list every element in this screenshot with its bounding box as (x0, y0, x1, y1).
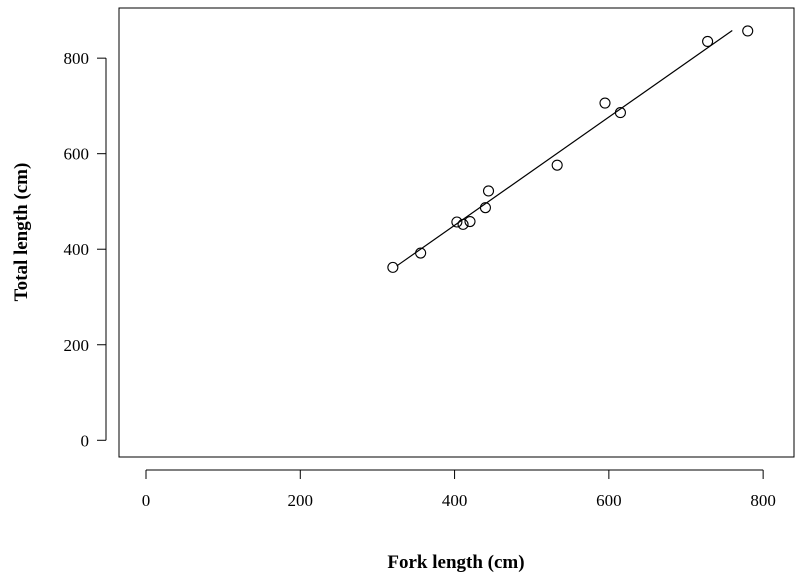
plot-frame (118, 7, 795, 458)
y-axis-title: Total length (cm) (11, 163, 32, 302)
data-point (551, 159, 563, 171)
data-points (387, 25, 754, 273)
x-tick-label: 400 (442, 491, 468, 510)
data-point (464, 215, 476, 228)
fit-line-group (396, 29, 733, 267)
y-tick-label: 800 (64, 49, 90, 68)
y-tick-label: 600 (64, 145, 90, 164)
data-point (482, 185, 495, 197)
data-point (451, 216, 463, 228)
data-point (479, 202, 491, 214)
y-tick-label: 400 (64, 240, 90, 259)
data-point (614, 107, 626, 119)
y-tick-label: 0 (81, 431, 90, 450)
x-axis: 0 200 400 600 800 (142, 469, 776, 510)
data-point (599, 97, 611, 109)
fit-line (396, 29, 733, 267)
x-axis-title: Fork length (cm) (387, 552, 524, 573)
x-tick-label: 200 (288, 491, 314, 510)
data-point (702, 35, 714, 47)
data-point (387, 261, 399, 273)
y-axis: 0 200 400 600 800 (64, 49, 107, 450)
data-point (457, 218, 469, 230)
x-tick-label: 600 (596, 491, 622, 510)
data-point (742, 25, 754, 37)
data-point (415, 247, 427, 259)
x-tick-label: 0 (142, 491, 151, 510)
x-tick-label: 800 (750, 491, 776, 510)
y-tick-label: 200 (64, 336, 90, 355)
